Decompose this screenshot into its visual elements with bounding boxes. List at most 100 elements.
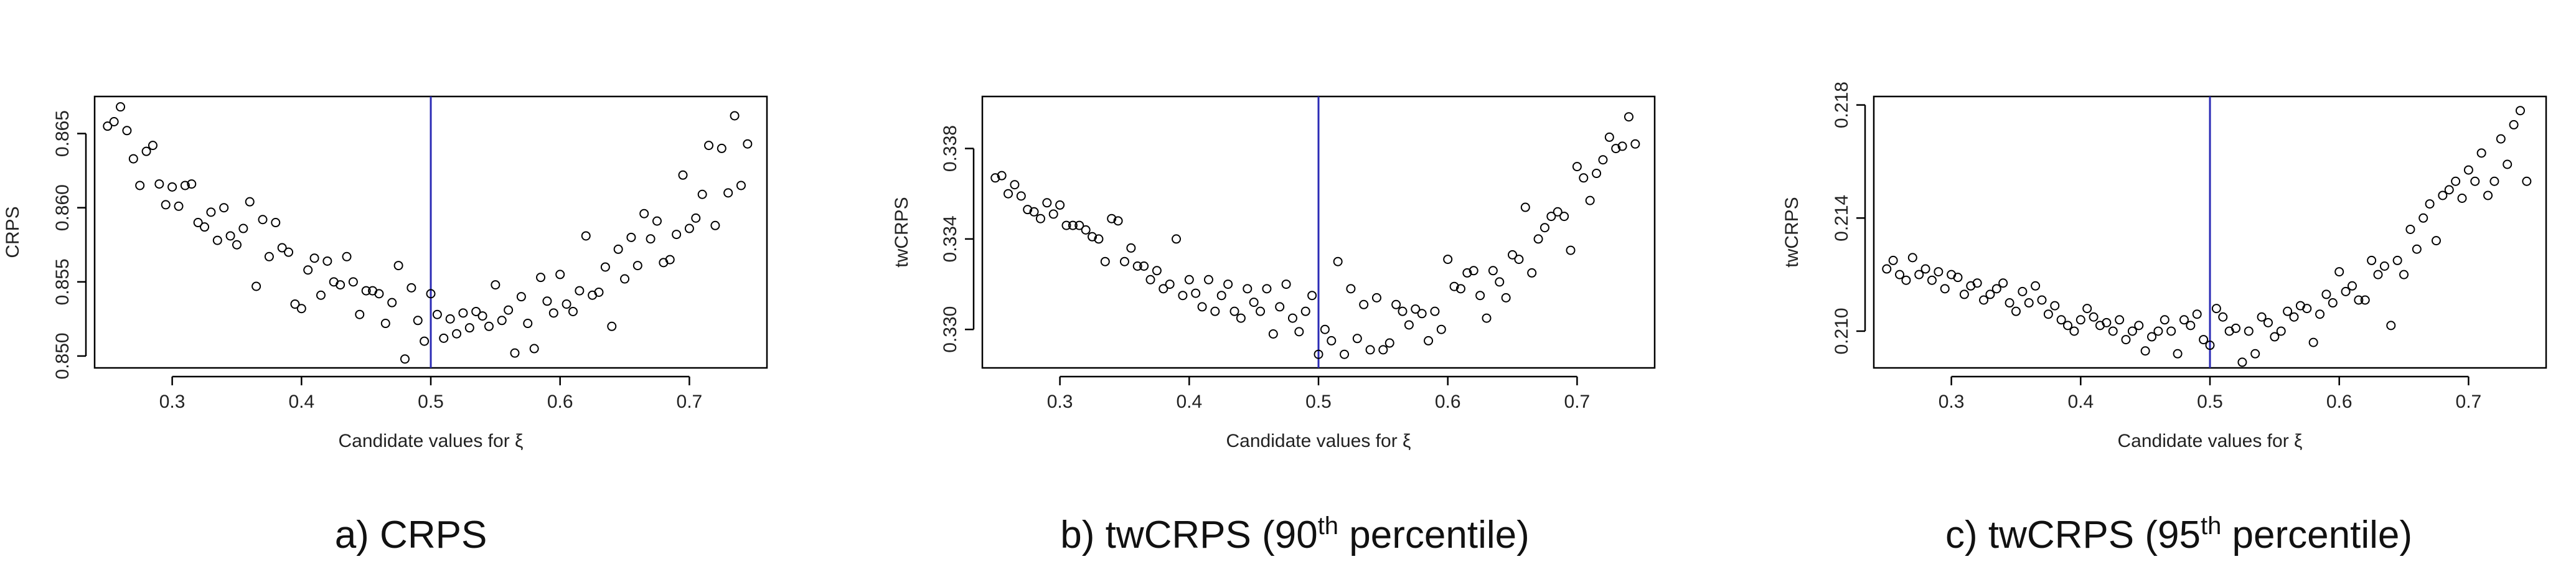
y-axis-title: CRPS bbox=[2, 206, 23, 258]
data-point bbox=[1294, 327, 1304, 337]
data-point bbox=[2283, 306, 2293, 316]
data-point bbox=[174, 201, 184, 211]
data-point bbox=[1520, 202, 1530, 212]
x-tick-label: 0.5 bbox=[418, 392, 444, 412]
data-point bbox=[2270, 332, 2280, 342]
data-point bbox=[407, 283, 416, 293]
data-point bbox=[154, 179, 164, 189]
data-point bbox=[2082, 304, 2092, 314]
data-point bbox=[2509, 120, 2519, 129]
data-point bbox=[2211, 304, 2221, 314]
data-point bbox=[1216, 291, 1226, 301]
data-point bbox=[1959, 289, 1969, 299]
data-point bbox=[2503, 159, 2513, 169]
data-point bbox=[1553, 207, 1563, 217]
data-point bbox=[1268, 329, 1278, 339]
data-point bbox=[219, 203, 229, 213]
data-point bbox=[413, 316, 423, 326]
data-point bbox=[1094, 234, 1104, 244]
x-tick-label: 0.4 bbox=[288, 392, 314, 412]
data-point bbox=[1359, 299, 1369, 309]
data-point bbox=[2043, 309, 2053, 319]
data-point bbox=[1514, 255, 1524, 265]
data-point bbox=[1004, 189, 1013, 199]
data-point bbox=[2360, 295, 2370, 305]
data-point bbox=[1016, 191, 1026, 201]
data-point bbox=[1469, 266, 1478, 276]
data-point bbox=[1533, 234, 1543, 244]
data-point bbox=[322, 256, 332, 266]
data-point bbox=[743, 139, 753, 149]
caption-c: c) twCRPS (95th percentile) bbox=[1945, 512, 2412, 556]
data-point bbox=[1203, 275, 1213, 284]
data-point bbox=[1411, 304, 1421, 314]
data-point bbox=[277, 243, 287, 253]
data-point bbox=[2257, 312, 2267, 322]
data-point bbox=[1107, 214, 1117, 223]
data-point bbox=[1391, 299, 1401, 309]
data-point bbox=[1384, 338, 1394, 348]
data-point bbox=[2250, 349, 2260, 359]
data-point bbox=[206, 207, 216, 217]
data-point bbox=[1068, 220, 1078, 230]
data-point bbox=[1159, 284, 1168, 294]
data-point bbox=[122, 126, 132, 136]
data-point bbox=[516, 292, 526, 302]
data-point bbox=[1488, 266, 1498, 276]
data-point bbox=[303, 265, 313, 275]
data-point bbox=[2308, 337, 2318, 347]
data-point bbox=[1035, 214, 1045, 223]
data-point bbox=[2431, 236, 2441, 246]
data-point bbox=[497, 316, 507, 326]
x-tick-label: 0.6 bbox=[547, 392, 573, 412]
data-point bbox=[393, 261, 403, 271]
data-point bbox=[2173, 349, 2183, 359]
data-point bbox=[2483, 190, 2493, 200]
y-tick-label: 0.218 bbox=[1831, 82, 1852, 128]
data-point bbox=[2147, 332, 2157, 342]
data-point bbox=[471, 306, 481, 316]
data-point bbox=[1236, 313, 1246, 323]
data-point bbox=[1119, 256, 1129, 266]
data-point bbox=[581, 231, 591, 241]
data-point bbox=[380, 319, 390, 329]
data-point bbox=[2476, 148, 2486, 158]
data-point bbox=[536, 273, 546, 283]
data-point bbox=[1352, 334, 1362, 344]
data-point bbox=[672, 230, 682, 240]
x-tick-label: 0.3 bbox=[159, 392, 186, 412]
data-point bbox=[296, 304, 306, 314]
data-point bbox=[646, 234, 656, 244]
data-point bbox=[1178, 291, 1188, 301]
data-point bbox=[678, 170, 688, 180]
data-point bbox=[141, 146, 151, 156]
data-point bbox=[1327, 336, 1337, 345]
data-point bbox=[484, 321, 494, 331]
data-point bbox=[1145, 275, 1155, 284]
data-point bbox=[1210, 306, 1220, 316]
data-point bbox=[1979, 295, 1989, 305]
data-point bbox=[1940, 284, 1950, 294]
data-point bbox=[1455, 284, 1465, 294]
data-point bbox=[258, 215, 268, 225]
data-point bbox=[1029, 207, 1039, 217]
data-point bbox=[342, 251, 352, 261]
data-point bbox=[1617, 141, 1627, 151]
data-point bbox=[1023, 205, 1033, 215]
data-point bbox=[1953, 273, 1963, 283]
data-point bbox=[1927, 275, 1937, 285]
data-points bbox=[1882, 106, 2532, 367]
data-point bbox=[1991, 284, 2001, 294]
data-point bbox=[264, 251, 274, 261]
data-point bbox=[2166, 326, 2176, 336]
data-point bbox=[193, 218, 203, 228]
data-point bbox=[2412, 244, 2422, 254]
data-point bbox=[128, 154, 138, 164]
data-point bbox=[1139, 261, 1149, 271]
data-point bbox=[1546, 212, 1556, 222]
data-point bbox=[1300, 306, 1310, 316]
data-point bbox=[1604, 132, 1614, 142]
data-point bbox=[717, 143, 726, 153]
data-point bbox=[400, 354, 410, 364]
data-point bbox=[1042, 198, 1052, 208]
